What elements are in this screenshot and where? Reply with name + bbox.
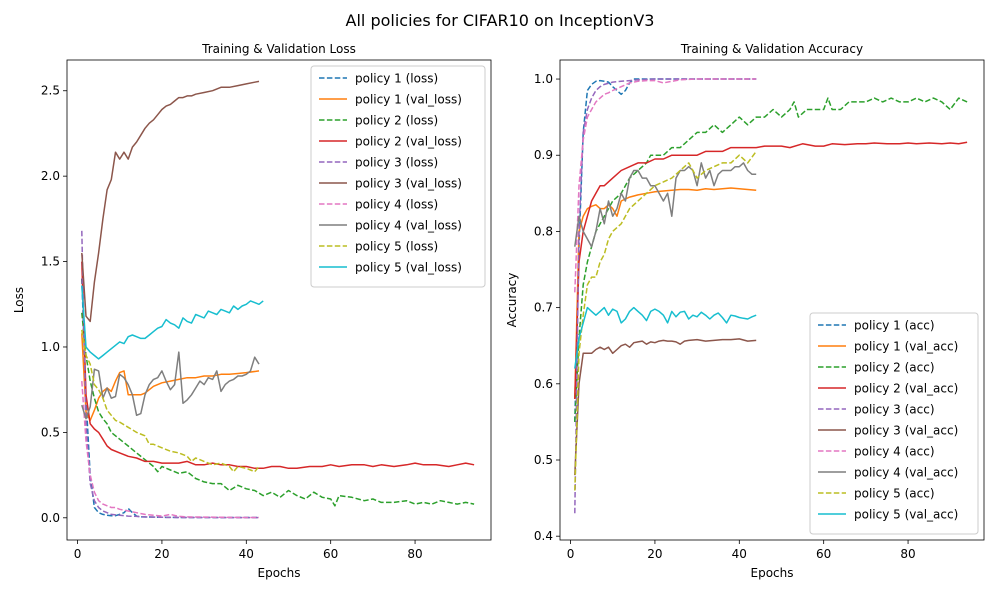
series-line-8 [81, 351, 260, 420]
chart-title: Training & Validation Accuracy [680, 42, 863, 56]
series-line-1 [574, 78, 757, 422]
series-line-10 [574, 306, 757, 369]
series-line-7 [81, 381, 259, 519]
legend-entry-label: policy 2 (loss) [355, 114, 438, 128]
series-line-3 [81, 312, 475, 507]
series-line-3 [574, 97, 968, 422]
x-tick-label: 80 [407, 547, 422, 561]
y-tick-label: 0.6 [534, 377, 553, 391]
y-tick-label: 0.9 [534, 148, 553, 162]
legend-entry-label: policy 4 (acc) [854, 445, 935, 459]
y-tick-label: 1.0 [41, 340, 60, 354]
y-tick-label: 0.5 [534, 453, 553, 467]
series-line-4 [574, 141, 968, 400]
x-tick-label: 80 [900, 547, 915, 561]
y-tick-label: 2.5 [41, 84, 60, 98]
x-tick-label: 60 [816, 547, 831, 561]
legend-entry-label: policy 4 (loss) [355, 198, 438, 212]
x-axis-label: Epochs [258, 566, 301, 580]
y-axis-label: Accuracy [505, 273, 519, 328]
y-tick-label: 0.8 [534, 224, 553, 238]
legend-box [310, 65, 486, 288]
y-tick-label: 0.0 [41, 511, 60, 525]
y-tick-label: 0.7 [534, 301, 553, 315]
legend-entry-label: policy 3 (val_acc) [854, 424, 958, 438]
legend-entry-label: policy 1 (val_loss) [355, 93, 462, 107]
series-line-6 [81, 80, 260, 323]
chart-title: Training & Validation Loss [201, 42, 356, 56]
legend-entry-label: policy 1 (val_acc) [854, 340, 958, 354]
legend-entry-label: policy 3 (val_loss) [355, 177, 462, 191]
series-group [81, 80, 475, 519]
x-tick-label: 0 [74, 547, 82, 561]
legend-entry-label: policy 4 (val_loss) [355, 219, 462, 233]
legend-entry-label: policy 2 (acc) [854, 361, 935, 375]
legend-entry-label: policy 5 (acc) [854, 487, 935, 501]
series-line-9 [81, 329, 260, 473]
series-line-2 [574, 187, 757, 400]
y-tick-label: 0.4 [534, 529, 553, 543]
axes-frame [559, 59, 985, 541]
legend: policy 1 (acc) policy 1 (val_acc)policy 2… [809, 312, 979, 535]
accuracy-chart: Training & Validation Accuracy 0 20 40 60 80 0… [505, 42, 985, 580]
axes-frame [66, 59, 492, 541]
legend-entry-label: policy 5 (val_acc) [854, 508, 958, 522]
legend-entry-label: policy 5 (val_loss) [355, 261, 462, 275]
series-line-7 [574, 78, 757, 293]
legend-entry-label: policy 5 (loss) [355, 240, 438, 254]
series-group [574, 78, 968, 514]
x-axis-label: Epochs [751, 566, 794, 580]
loss-chart: Training & Validation Loss 0 20 40 60 80 0.0 0.… [12, 42, 492, 580]
x-tick-label: 20 [154, 547, 169, 561]
series-line-5 [574, 78, 757, 514]
legend-entry-label: policy 3 (acc) [854, 403, 935, 417]
series-line-6 [574, 338, 757, 476]
legend-entry-label: policy 2 (val_acc) [854, 382, 958, 396]
series-line-4 [81, 261, 475, 470]
figure-suptitle: All policies for CIFAR10 on InceptionV3 [346, 11, 655, 30]
legend-box [809, 312, 979, 535]
series-line-1 [81, 278, 259, 519]
x-tick-label: 20 [647, 547, 662, 561]
series-line-10 [81, 285, 264, 360]
y-tick-label: 2.0 [41, 169, 60, 183]
legend-entry-label: policy 2 (val_loss) [355, 135, 462, 149]
x-tick-label: 60 [323, 547, 338, 561]
legend-entry-label: policy 1 (acc) [854, 319, 935, 333]
legend-entry-label: policy 3 (loss) [355, 156, 438, 170]
x-tick-label: 40 [732, 547, 747, 561]
y-tick-label: 1.0 [534, 72, 553, 86]
x-tick-label: 0 [567, 547, 575, 561]
legend-entry-label: policy 1 (loss) [355, 72, 438, 86]
x-tick-label: 40 [239, 547, 254, 561]
legend: policy 1 (loss) policy 1 (val_loss)policy… [310, 65, 486, 288]
y-tick-label: 0.5 [41, 425, 60, 439]
series-line-2 [81, 333, 260, 422]
y-axis-label: Loss [12, 287, 26, 313]
series-line-9 [574, 150, 757, 491]
legend-entry-label: policy 4 (val_acc) [854, 466, 958, 480]
series-line-8 [574, 162, 757, 248]
y-tick-label: 1.5 [41, 255, 60, 269]
